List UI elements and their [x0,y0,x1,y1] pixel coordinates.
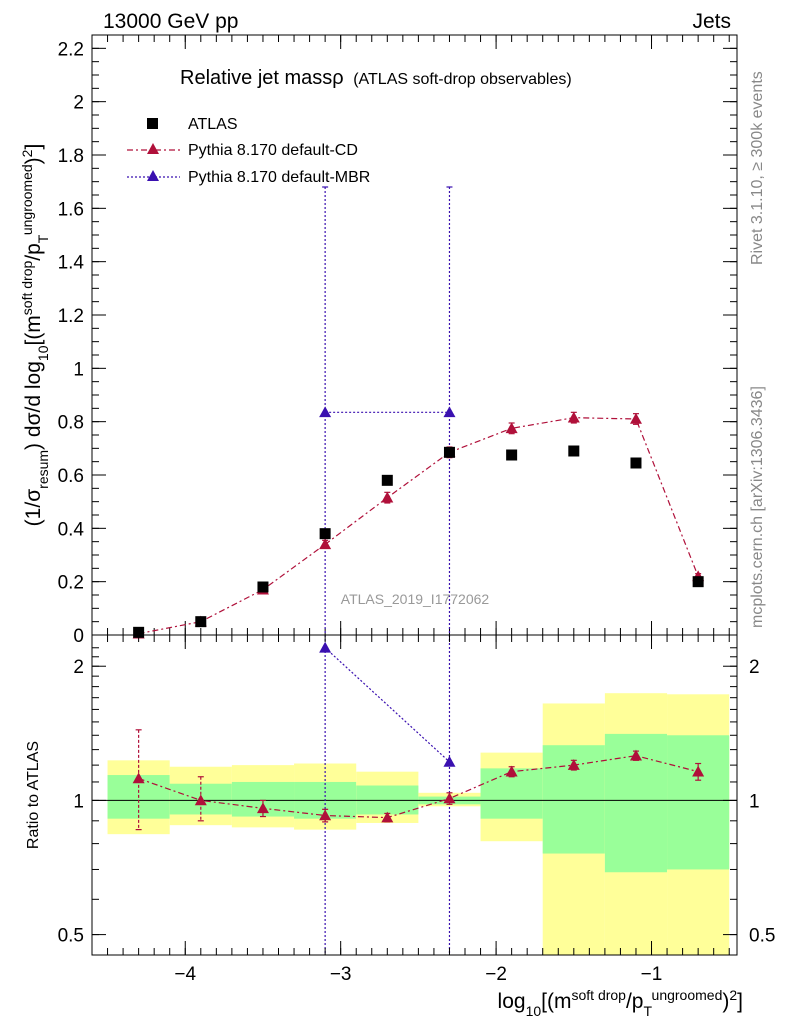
ratio-mbr-line [324,647,450,763]
mcplots-label: mcplots.cern.ch [arXiv:1306.3436] [749,386,766,628]
ratio-ticks [92,635,737,955]
main-ticks [92,34,737,636]
xtick-label: −3 [330,964,352,985]
main-ytick-label: 1.4 [58,253,85,274]
atlas-point [319,528,331,540]
legend-label-mbr: Pythia 8.170 default-MBR [188,169,370,186]
main-ytick-label: 0 [73,626,84,647]
main-ytick-label: 0.2 [58,573,84,594]
chart-title-main: Relative jet massρ [180,67,344,89]
main-ytick-label: 1 [73,359,84,380]
ratio-frame [91,634,738,956]
atlas-point [506,449,518,461]
rivet-label: Rivet 3.1.10, ≥ 300k events [749,71,766,265]
legend-marker-atlas [147,118,158,129]
mbr-point [319,406,332,418]
atlas-point [133,626,145,638]
main-ytick-label: 1.8 [58,146,84,167]
ratio-cd-point [443,792,456,804]
atlas-point [195,616,207,628]
ratio-ylabel: Ratio to ATLAS [25,741,42,849]
ratio-ytick-label-right: 2 [749,657,760,678]
ratio-series [132,635,705,955]
ratio-cd-point [505,765,518,777]
ratio-cd-line [138,755,699,819]
ratio-cd-point [629,749,642,761]
main-ylabel: (1/σresum) dσ/d log10[(msoft drop/pTungr… [19,144,51,527]
atlas-point [630,457,642,469]
ratio-cd-point [256,802,269,814]
atlas-point [381,474,393,486]
ratio-panel: 0.5 1 2 0.5 1 2 −4 −3 −2 −1 [58,634,775,985]
chart-subtitle: (ATLAS soft-drop observables) [353,71,571,88]
ratio-cd-point [567,759,580,770]
xtick-label: −1 [641,964,663,985]
atlas-point [692,576,704,588]
atlas-point [257,581,269,593]
ratio-band-green [667,735,730,870]
main-ytick-label: 0.8 [58,413,84,434]
legend-marker-mbr [147,170,159,181]
cd-point [505,422,518,434]
ratio-bands [107,693,730,955]
mbr-point [443,406,456,418]
main-ytick-label: 0.4 [58,519,85,540]
main-panel: 0 0.2 0.4 0.6 0.8 1 1.2 1.4 1.6 1.8 2 2.2 [58,34,738,647]
ratio-cd-point [381,811,394,823]
xtick-labels: −4 −3 −2 −1 [174,964,662,985]
xtick-label: −4 [174,964,196,985]
xlabel: log10[(msoft drop/pTungroomed)2] [498,987,743,1019]
legend-label-cd: Pythia 8.170 default-CD [188,142,358,159]
ratio-cd-point [319,809,332,821]
analysis-watermark: ATLAS_2019_I1772062 [341,591,490,607]
ratio-ytick-label-left: 2 [73,657,84,678]
chart-title: Relative jet massρ (ATLAS soft-drop obse… [180,67,572,89]
ratio-mbr-point [443,755,456,767]
ratio-mbr-point [319,641,332,653]
cd-point [567,411,580,423]
ratio-ytick-labels-left: 0.5 1 2 [58,657,84,946]
ratio-ytick-label-left: 1 [73,791,84,812]
ratio-cd-point [692,765,705,777]
cd-point [629,413,642,424]
main-series [132,186,705,639]
ratio-ytick-labels-right: 0.5 1 2 [749,657,775,946]
atlas-point [568,445,580,457]
category-label: Jets [692,10,731,33]
ratio-ytick-label-right: 1 [749,791,760,812]
cd-point [319,538,332,550]
ratio-ytick-label-left: 0.5 [58,926,84,947]
cd-point [381,491,394,503]
xtick-label: −2 [485,964,507,985]
ratio-cd-point [132,772,145,784]
main-ytick-label: 2.2 [58,39,84,60]
main-ytick-label: 1.2 [58,306,84,327]
main-ytick-labels: 0 0.2 0.4 0.6 0.8 1 1.2 1.4 1.6 1.8 2 2.2 [58,39,85,647]
ratio-cd-point [194,794,207,806]
cd-line [138,417,699,635]
ratio-ytick-label-right: 0.5 [749,926,775,947]
energy-label: 13000 GeV pp [103,10,238,33]
legend: ATLAS Pythia 8.170 default-CD Pythia 8.1… [127,116,370,186]
atlas-point [443,446,455,458]
legend-marker-cd [147,143,159,154]
main-ytick-label: 2 [73,93,84,114]
main-ytick-label: 0.6 [58,466,84,487]
legend-label-atlas: ATLAS [188,116,238,133]
main-ytick-label: 1.6 [58,199,84,220]
